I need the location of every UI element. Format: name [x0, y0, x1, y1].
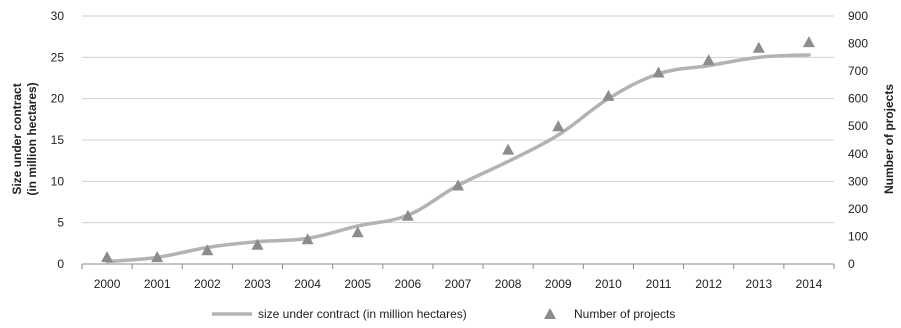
x-axis-ticks: 2000 2001 2002 2003 2004 2005 2006 2007 2008 2009…	[81, 264, 835, 291]
legend: size under contract (in million hectares…	[212, 307, 675, 321]
series-number-of-projects	[101, 36, 815, 263]
x-tick-label: 2012	[695, 277, 722, 291]
series-size-under-contract	[105, 53, 811, 264]
legend-label-size: size under contract (in million hectares…	[258, 307, 467, 321]
right-tick-label: 300	[848, 174, 868, 188]
left-axis-ticks: 0 5 10 15 20 25 30	[51, 9, 65, 271]
projects-marker	[502, 143, 515, 155]
left-tick-label: 20	[51, 92, 65, 106]
projects-marker	[602, 89, 615, 101]
left-tick-label: 25	[51, 50, 65, 64]
x-tick-label: 2006	[395, 277, 422, 291]
projects-marker	[752, 41, 765, 53]
right-axis-ticks: 0 100 200 300 400 500 600 700 800 900	[848, 9, 868, 271]
projects-marker	[702, 54, 715, 66]
left-axis-title-line1: Size under contract	[10, 83, 24, 194]
right-tick-label: 0	[848, 257, 855, 271]
x-tick-label: 2008	[495, 277, 522, 291]
legend-triangle-swatch	[544, 308, 556, 319]
projects-marker	[151, 251, 164, 263]
size-under-contract-line	[105, 53, 811, 264]
projects-marker	[301, 233, 314, 245]
x-tick-label: 2010	[595, 277, 622, 291]
x-tick-label: 2007	[445, 277, 472, 291]
right-tick-label: 400	[848, 147, 868, 161]
projects-marker	[552, 120, 565, 132]
left-tick-label: 5	[57, 216, 64, 230]
x-tick-label: 2005	[344, 277, 371, 291]
left-tick-label: 10	[51, 174, 65, 188]
left-tick-label: 15	[51, 133, 65, 147]
gridlines	[82, 15, 834, 224]
projects-marker	[351, 226, 364, 238]
left-tick-label: 30	[51, 9, 65, 23]
projects-marker	[802, 36, 815, 48]
right-axis-title: Number of projects	[882, 84, 896, 194]
right-tick-label: 900	[848, 9, 868, 23]
right-tick-label: 200	[848, 202, 868, 216]
legend-label-projects: Number of projects	[574, 307, 675, 321]
right-tick-label: 600	[848, 92, 868, 106]
x-tick-label: 2011	[646, 277, 672, 291]
right-tick-label: 800	[848, 37, 868, 51]
x-tick-label: 2001	[144, 277, 171, 291]
x-tick-label: 2004	[294, 277, 321, 291]
x-tick-label: 2003	[244, 277, 271, 291]
x-tick-label: 2002	[194, 277, 221, 291]
projects-marker	[652, 66, 665, 78]
projects-marker	[452, 179, 464, 191]
right-tick-label: 100	[848, 229, 868, 243]
x-tick-label: 2014	[796, 277, 823, 291]
x-tick-label: 2000	[94, 277, 121, 291]
left-tick-label: 0	[57, 257, 64, 271]
projects-marker	[401, 209, 414, 221]
x-tick-label: 2009	[545, 277, 572, 291]
left-axis-title-line2: (in million hectares)	[25, 82, 39, 195]
projects-marker	[251, 238, 264, 250]
projects-marker	[101, 251, 114, 263]
right-tick-label: 700	[848, 64, 868, 78]
x-tick-label: 2013	[745, 277, 772, 291]
right-tick-label: 500	[848, 119, 868, 133]
projects-marker	[201, 244, 214, 256]
